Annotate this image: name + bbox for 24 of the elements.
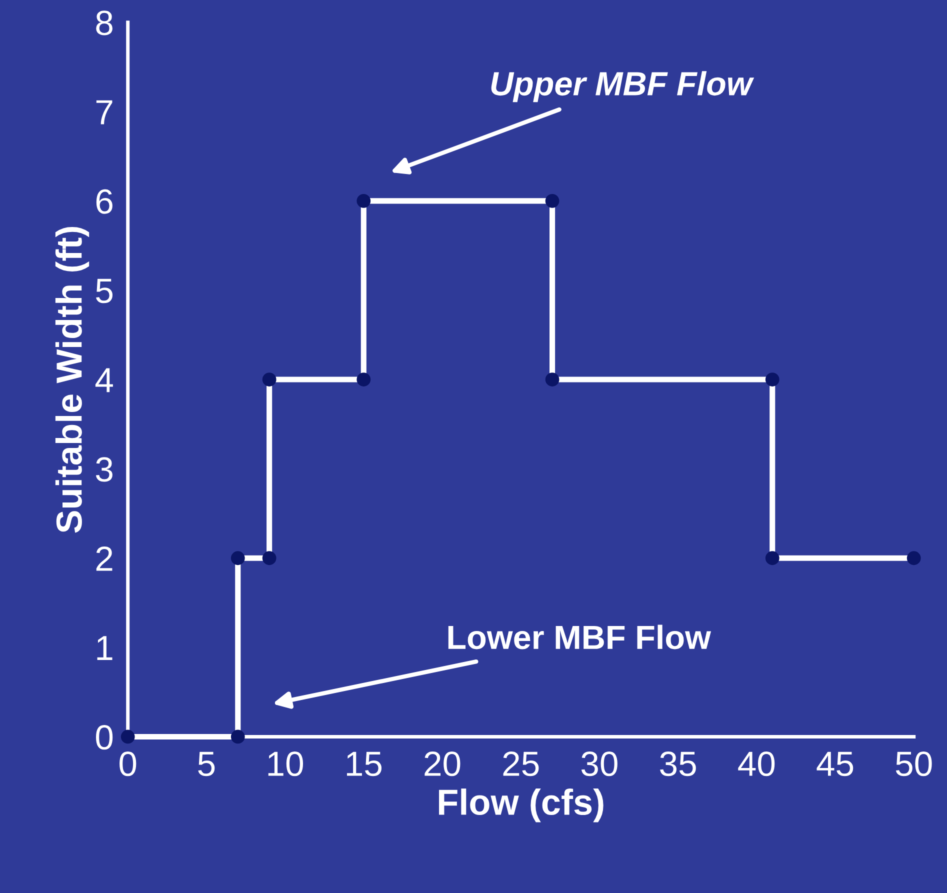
x-tick-label: 0: [120, 752, 136, 776]
y-tick-label: 0: [96, 725, 113, 750]
x-tick-label: 40: [738, 752, 775, 776]
y-tick-label: 1: [97, 636, 112, 660]
x-tick-label: 30: [581, 752, 618, 776]
y-tick-label: 2: [96, 546, 112, 571]
y-axis-title: Suitable Width (ft): [55, 227, 90, 533]
x-tick-label: 10: [268, 752, 303, 776]
x-tick-label: 20: [424, 752, 460, 776]
x-tick-label: 45: [816, 752, 854, 776]
y-tick-label: 4: [95, 368, 113, 392]
y-tick-label: 3: [96, 457, 112, 482]
x-tick-label: 50: [896, 752, 932, 776]
x-tick-label: 25: [503, 752, 539, 776]
x-tick-label: 15: [346, 752, 382, 776]
x-axis-title: Flow (cfs): [439, 788, 604, 822]
annotation: Upper MBF Flow: [491, 71, 754, 102]
y-tick-label: 6: [96, 189, 112, 214]
y-tick-label: 7: [96, 100, 112, 124]
y-tick-label: 5: [96, 278, 112, 304]
y-tick-label: 8: [96, 10, 112, 36]
x-tick-label: 35: [660, 752, 696, 776]
annotation: Lower MBF Flow: [448, 624, 712, 650]
x-tick-label: 5: [198, 752, 215, 776]
